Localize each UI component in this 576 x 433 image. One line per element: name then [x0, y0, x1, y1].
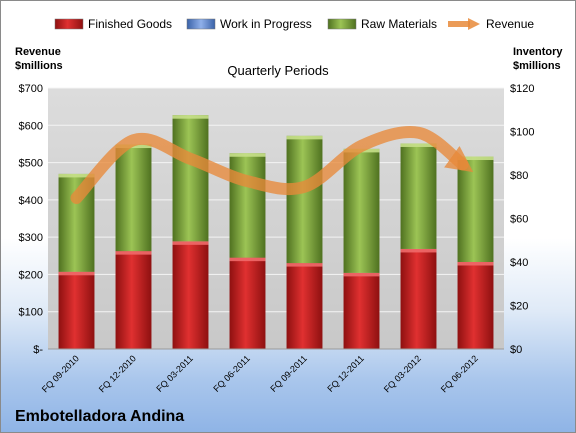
bar-raw-materials — [172, 115, 209, 242]
category-label: FQ 09-2011 — [268, 353, 309, 394]
bar-raw-materials — [229, 153, 266, 258]
category-label: FQ 03-2011 — [154, 353, 195, 394]
bar-top — [400, 143, 437, 147]
legend-label: Work in Progress — [220, 17, 312, 31]
right-tick-label: $20 — [510, 301, 528, 313]
bar-top — [400, 248, 437, 253]
bar-finished-goods — [172, 241, 209, 349]
right-tick-label: $60 — [510, 214, 528, 226]
category-label: FQ 09-2010 — [40, 353, 81, 394]
right-axis-title: Inventory $millions — [513, 46, 563, 72]
bar-finished-goods — [457, 262, 494, 349]
bar-raw-materials — [400, 143, 437, 249]
bar-raw-materials — [286, 135, 323, 264]
bar-top — [172, 115, 209, 119]
revenue-line — [70, 126, 474, 204]
left-tick-label: $400 — [19, 195, 43, 207]
category-label: FQ 03-2012 — [382, 353, 423, 394]
bar-raw-materials — [457, 156, 494, 262]
bar-finished-goods — [229, 257, 266, 349]
right-tick-label: $120 — [510, 83, 534, 95]
bar-finished-goods — [400, 248, 437, 349]
left-axis-title: Revenue $millions — [15, 46, 63, 72]
bar-top — [58, 271, 95, 276]
bar-finished-goods — [286, 263, 323, 349]
right-tick-label: $40 — [510, 257, 528, 269]
right-tick-label: $100 — [510, 127, 534, 139]
legend: Finished Goods Work in Progress Raw Materi… — [54, 17, 534, 31]
bar-top — [115, 251, 152, 255]
bar-top — [229, 153, 266, 157]
legend-label: Raw Materials — [361, 17, 437, 31]
bar-finished-goods — [115, 251, 152, 349]
legend-swatch-work-in-progress — [186, 18, 216, 30]
legend-label: Finished Goods — [88, 17, 172, 31]
bar-top — [286, 263, 323, 267]
legend-arrow — [468, 18, 480, 30]
bar-top — [343, 272, 380, 277]
bar-raw-materials — [115, 144, 152, 252]
right-tick-label: $80 — [510, 170, 528, 182]
bar-top — [286, 135, 323, 140]
legend-label: Revenue — [486, 17, 534, 31]
bar-top — [58, 173, 95, 178]
left-tick-label: $500 — [19, 158, 43, 170]
bar-raw-materials — [343, 148, 380, 273]
left-tick-label: $100 — [19, 307, 43, 319]
left-tick-label: $300 — [19, 232, 43, 244]
bar-top — [229, 257, 266, 262]
bar-top — [457, 262, 494, 266]
plot-area: $- $100 $200 $300 $400 $500 $600 $700 $0 $20 $40 $6… — [19, 63, 535, 394]
category-label: FQ 06-2011 — [211, 353, 252, 394]
left-tick-label: $- — [33, 344, 43, 356]
bar-finished-goods — [58, 271, 95, 349]
left-tick-label: $700 — [19, 83, 43, 95]
left-tick-label: $200 — [19, 269, 43, 281]
right-tick-label: $0 — [510, 344, 522, 356]
bar-finished-goods — [343, 272, 380, 349]
left-tick-label: $600 — [19, 120, 43, 132]
chart-title: Quarterly Periods — [227, 63, 329, 78]
company-name: Embotelladora Andina — [15, 408, 185, 425]
category-label: FQ 06-2012 — [439, 353, 480, 394]
category-label: FQ 12-2011 — [325, 353, 366, 394]
bar-top — [457, 156, 494, 161]
legend-swatch-raw-materials — [327, 18, 357, 30]
legend-swatch-finished-goods — [54, 18, 84, 30]
bar-top — [172, 241, 209, 245]
category-label: FQ 12-2010 — [97, 353, 138, 394]
